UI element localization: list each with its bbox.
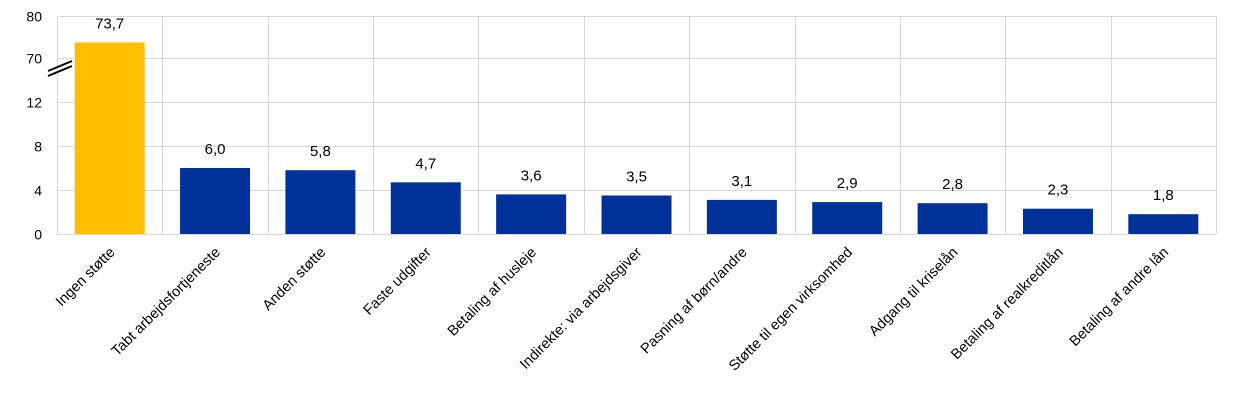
category-label: Betaling af husleje (445, 245, 540, 340)
category-label: Faste udgifter (361, 244, 435, 318)
category-label: Støtte til egen virksomhed (726, 245, 856, 375)
y-tick-label: 12 (26, 95, 42, 111)
category-label: Betaling af realkreditlån (948, 245, 1066, 363)
data-label: 6,0 (205, 141, 226, 158)
y-tick-label: 4 (34, 183, 42, 199)
axis-break-marker (47, 60, 73, 77)
y-tick-label: 70 (26, 51, 42, 67)
category-label: Adgang til kriselån (866, 245, 961, 340)
data-label: 3,1 (731, 173, 752, 190)
bar (285, 170, 356, 234)
y-tick-label: 80 (26, 9, 42, 25)
data-label: 2,8 (942, 176, 963, 193)
bar (917, 203, 988, 234)
y-tick-label: 8 (34, 139, 42, 155)
bars (74, 42, 1199, 235)
bar (1022, 208, 1093, 234)
data-label: 4,7 (415, 155, 436, 172)
category-label: Tabt arbejdsfortjeneste (109, 245, 224, 360)
category-label: Anden støtte (260, 245, 329, 314)
category-label: Ingen støtte (53, 245, 118, 310)
axis-break-line (47, 65, 73, 77)
data-label: 5,8 (310, 143, 331, 160)
data-label: 3,5 (626, 169, 647, 186)
data-label: 2,3 (1048, 182, 1069, 199)
bar (812, 202, 883, 234)
category-label: Pasning af børn/andre (638, 245, 751, 358)
axis-break-line (47, 60, 73, 72)
data-label: 2,9 (837, 175, 858, 192)
grid-layer (57, 16, 1217, 235)
data-label: 3,6 (521, 167, 542, 184)
data-labels: 73,7 6,0 5,8 4,7 3,6 3,5 3,1 2,9 2,8 2,3 1,8 (95, 15, 1174, 204)
category-label: Betaling af andre lån (1067, 245, 1172, 350)
category-label: Indirekte: via arbejdsgiver (517, 244, 645, 372)
y-tick-label: 0 (34, 227, 42, 243)
bar (496, 194, 567, 234)
bar (74, 42, 145, 235)
y-axis: 0 4 8 12 70 80 (26, 9, 42, 243)
bar (180, 168, 251, 234)
bar (1128, 214, 1199, 234)
data-label: 73,7 (95, 15, 124, 32)
bar (390, 182, 461, 234)
bar (706, 199, 777, 234)
bar (601, 195, 672, 234)
data-label: 1,8 (1153, 187, 1174, 204)
